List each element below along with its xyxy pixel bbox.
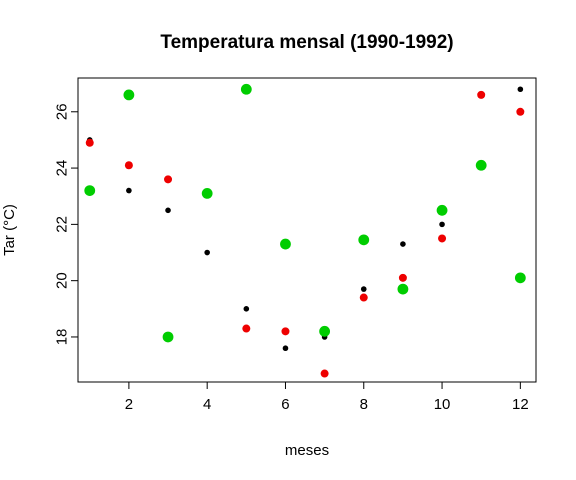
y-tick-label: 26 xyxy=(53,103,70,120)
data-point xyxy=(84,185,96,196)
data-point xyxy=(123,89,135,101)
data-point xyxy=(398,273,407,282)
series-2 xyxy=(85,90,525,378)
data-point xyxy=(360,286,367,292)
y-tick-label: 20 xyxy=(53,272,70,289)
data-point xyxy=(477,90,486,99)
data-point xyxy=(517,86,524,93)
data-point xyxy=(240,83,252,95)
data-point xyxy=(165,207,171,214)
plot-frame xyxy=(77,77,537,383)
x-axis: 2 4 6 8 10 12 xyxy=(125,382,529,413)
data-point xyxy=(516,107,525,116)
data-point xyxy=(514,272,526,284)
data-point xyxy=(282,345,289,352)
data-point xyxy=(439,221,445,228)
data-point xyxy=(475,159,487,171)
x-tick-label: 2 xyxy=(125,396,133,413)
x-tick-label: 10 xyxy=(434,396,451,413)
series-3 xyxy=(84,83,526,343)
x-tick-label: 6 xyxy=(281,396,289,413)
data-point xyxy=(164,175,173,184)
data-points xyxy=(84,83,526,378)
data-point xyxy=(242,324,251,333)
data-point xyxy=(204,249,210,256)
data-point xyxy=(162,331,174,343)
y-axis: 18 20 22 24 26 xyxy=(53,103,78,345)
y-tick-label: 18 xyxy=(53,329,70,346)
data-point xyxy=(358,234,370,246)
x-tick-label: 12 xyxy=(512,396,529,413)
y-tick-label: 22 xyxy=(53,216,70,233)
data-point xyxy=(436,204,448,216)
x-tick-label: 8 xyxy=(360,396,368,413)
data-point xyxy=(281,327,290,336)
data-point xyxy=(397,283,409,295)
y-tick-label: 24 xyxy=(53,160,70,177)
data-point xyxy=(359,293,368,302)
data-point xyxy=(126,187,132,194)
data-point xyxy=(319,325,331,337)
data-point xyxy=(124,161,133,170)
data-point xyxy=(85,138,94,147)
data-point xyxy=(201,188,213,199)
x-axis-label: meses xyxy=(285,442,329,459)
data-point xyxy=(438,234,447,243)
x-tick-label: 4 xyxy=(203,396,211,413)
data-point xyxy=(280,238,291,250)
data-point xyxy=(320,369,329,378)
chart-title: Temperatura mensal (1990-1992) xyxy=(160,32,453,53)
series-1 xyxy=(86,86,524,352)
data-point xyxy=(400,241,406,247)
data-point xyxy=(243,306,250,312)
y-axis-label: Tar (°C) xyxy=(1,204,18,256)
